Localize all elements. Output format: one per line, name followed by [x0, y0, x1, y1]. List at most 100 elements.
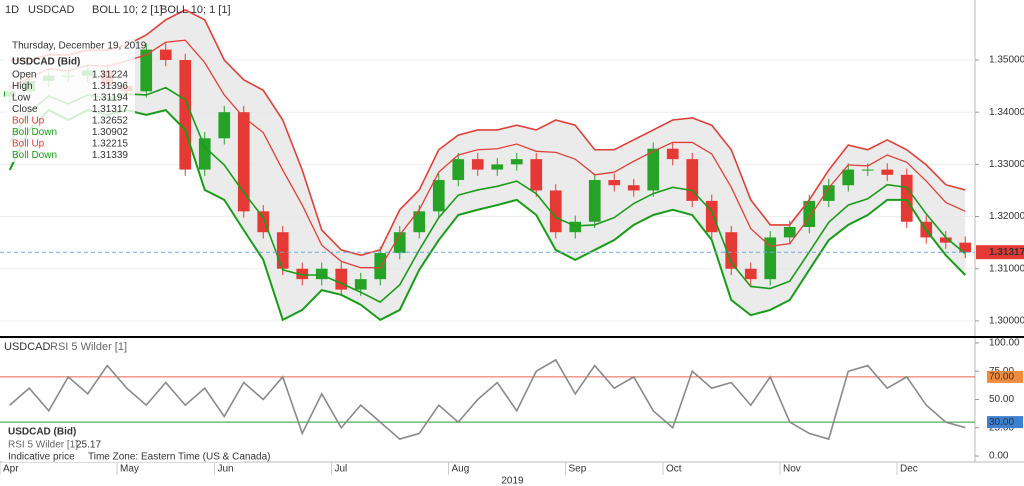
candle-body: [510, 159, 523, 165]
x-tick-label: Sep: [569, 464, 587, 475]
candle-body: [140, 49, 153, 92]
y-tick-label: 1.32000: [989, 211, 1024, 222]
legend-panel: [3, 424, 243, 462]
candle-body: [627, 185, 640, 191]
level-tag: [987, 416, 1023, 429]
tooltip-value: 1.31224: [92, 70, 129, 81]
legend-value: 25.17: [76, 440, 101, 451]
level-tag: [987, 370, 1023, 383]
last-price-label: 1.31317: [989, 247, 1024, 258]
x-tick-label: Dec: [900, 464, 918, 475]
candle-body: [354, 279, 367, 290]
tooltip-date: Thursday, December 19, 2019: [12, 41, 147, 52]
candle-body: [452, 159, 465, 181]
tooltip-value: 1.32652: [92, 116, 129, 127]
tooltip-label: High: [12, 81, 33, 92]
tooltip-value: 1.32215: [92, 139, 129, 150]
x-tick-label: Nov: [783, 464, 801, 475]
tooltip-label: Close: [12, 104, 38, 115]
x-tick-label: Jul: [335, 464, 348, 475]
last-price-tag: [976, 245, 1024, 260]
tooltip-value: 1.31396: [92, 81, 129, 92]
level-label: 30.00: [989, 417, 1014, 428]
interval: 1D: [5, 4, 19, 16]
candle-body: [900, 174, 913, 222]
candle-body: [179, 60, 192, 170]
rsi-symbol: USDCAD: [4, 341, 51, 353]
candle-body: [218, 112, 231, 139]
candle-body: [842, 169, 855, 186]
y-tick-label: 1.30000: [989, 316, 1024, 327]
indicator: BOLL 10; 2 [1]: [92, 4, 163, 16]
tooltip-value: 1.31194: [93, 93, 129, 104]
tooltip-value: 1.30902: [92, 127, 129, 138]
candle-body: [413, 211, 426, 233]
candle-body: [237, 112, 250, 212]
x-tick-label: Oct: [666, 464, 682, 475]
candle-body: [939, 237, 952, 243]
candle-body: [705, 200, 718, 233]
candle-body: [744, 268, 757, 280]
candle-body: [393, 232, 406, 254]
tooltip-value: 1.31317: [92, 104, 129, 115]
candle-body: [296, 268, 309, 280]
candle-body: [822, 185, 835, 201]
y-tick-label: 100.00: [989, 338, 1020, 349]
candle-body: [549, 190, 562, 233]
rsi-line: [9, 358, 966, 441]
tooltip-label: Low: [12, 93, 31, 104]
candle-body: [335, 268, 348, 290]
x-tick-label: Aug: [452, 464, 470, 475]
candle-body: [315, 268, 328, 280]
candle-body: [569, 221, 582, 233]
candle-body: [783, 226, 796, 238]
candle-body: [198, 138, 211, 170]
candle-body: [881, 169, 894, 175]
level-label: 70.00: [989, 372, 1014, 383]
x-axis-label: 2019: [501, 476, 524, 486]
y-tick-label: 1.31000: [989, 263, 1024, 274]
x-tick-label: May: [120, 464, 139, 475]
y-tick-label: 1.34000: [989, 107, 1024, 118]
candle-body: [491, 164, 504, 170]
candle-body: [530, 159, 543, 191]
tooltip-symbol: USDCAD (Bid): [12, 57, 80, 68]
tooltip-value: 1.31339: [92, 150, 129, 161]
x-tick-label: Jun: [218, 464, 234, 475]
legend-symbol: USDCAD (Bid): [8, 427, 76, 438]
symbol: USDCAD: [28, 4, 75, 16]
candle-body: [764, 237, 777, 280]
candle-body: [257, 211, 270, 233]
y-tick-label: 50.00: [989, 394, 1014, 405]
candle-body: [159, 49, 172, 61]
candle-body: [725, 232, 738, 269]
tooltip-label: Open: [12, 70, 36, 81]
rsi-name: RSI 5 Wilder [1]: [50, 341, 127, 353]
band-line: [9, 39, 966, 269]
legend-series: RSI 5 Wilder [1]: [8, 440, 78, 451]
x-tick-label: Apr: [3, 464, 19, 475]
indicator: BOLL 10; 1 [1]: [160, 4, 231, 16]
candle-body: [861, 169, 874, 171]
plot-layer: 1.30000 1.31000 1.32000 1.33000 1.34000 1.350…: [0, 9, 1024, 486]
candle-body: [803, 200, 816, 227]
tooltip-label: Boll Up: [12, 139, 45, 150]
tooltip-label: Boll Up: [12, 116, 45, 127]
tooltip-label: Boll Down: [12, 150, 57, 161]
candle-body: [686, 159, 699, 201]
band-line: [8, 108, 966, 322]
footer-timezone: Time Zone: Eastern Time (US & Canada): [88, 452, 270, 463]
candle-body: [647, 148, 660, 191]
y-tick-label: 0.00: [989, 451, 1009, 462]
candle-body: [588, 180, 601, 222]
candle-body: [666, 148, 679, 160]
candle-body: [471, 159, 484, 170]
y-tick-label: 1.33000: [989, 159, 1024, 170]
band-line: [9, 9, 966, 256]
footer-note: Indicative price: [8, 452, 75, 463]
candle-body: [608, 180, 621, 186]
y-tick-label: 1.35000: [989, 55, 1024, 66]
tooltip-panel: [5, 36, 135, 162]
tooltip-label: Boll Down: [12, 127, 57, 138]
